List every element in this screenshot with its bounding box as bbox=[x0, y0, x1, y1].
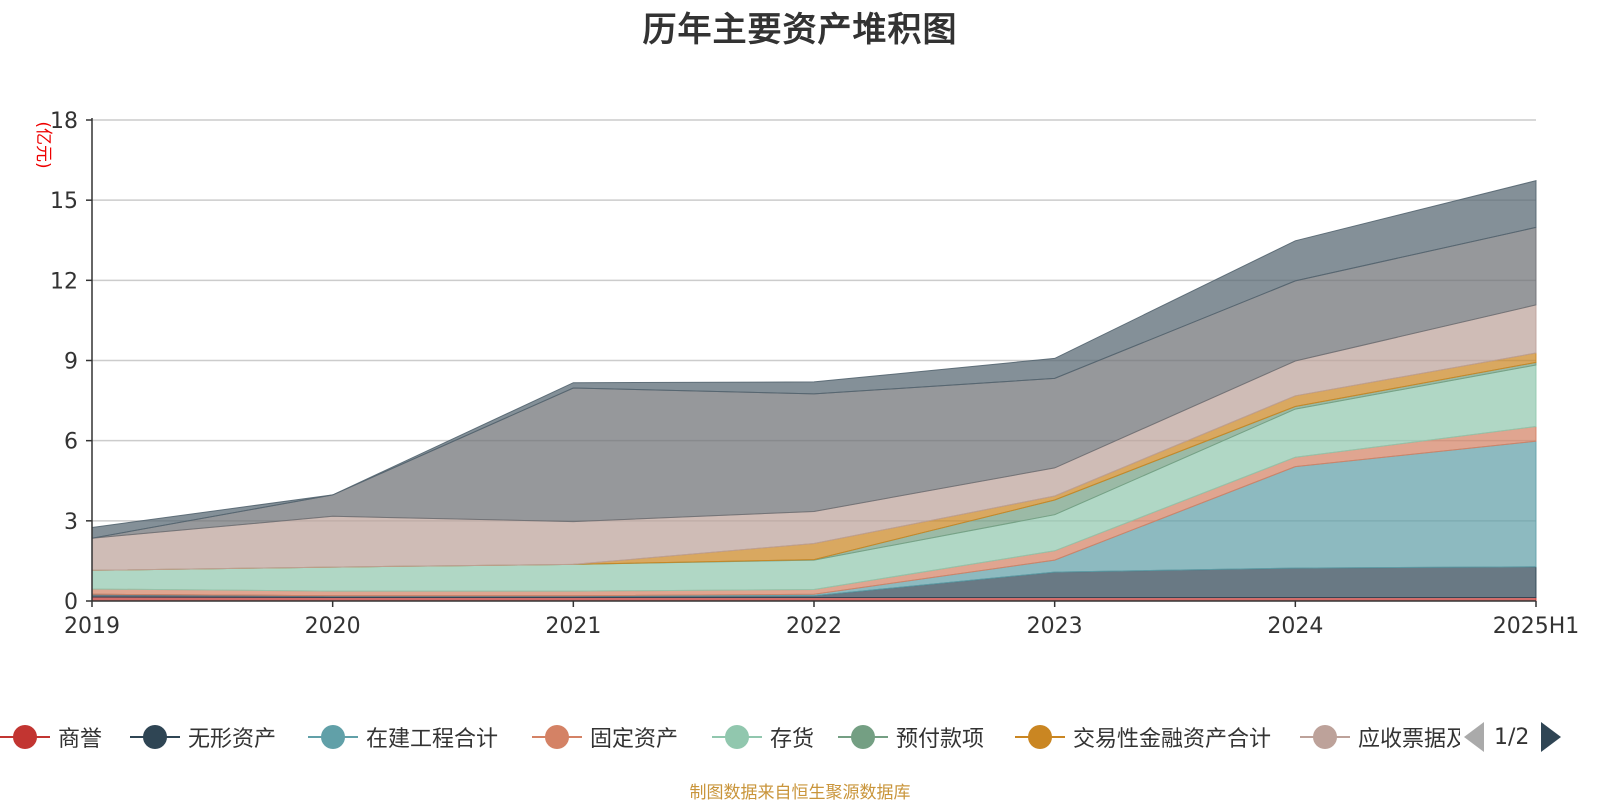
area-其他[interactable] bbox=[91, 180, 1537, 539]
x-tick-label: 2023 bbox=[1027, 614, 1083, 639]
legend-pager: 1/2 bbox=[1464, 718, 1562, 756]
source-note: 制图数据来自恒生聚源数据库 bbox=[689, 783, 911, 803]
y-tick-label: 3 bbox=[64, 510, 78, 535]
x-tick-label: 2024 bbox=[1267, 614, 1323, 639]
legend-label: 在建工程合计 bbox=[366, 727, 499, 752]
legend-label: 无形资产 bbox=[188, 727, 277, 752]
legend-item[interactable]: 商誉 bbox=[0, 718, 102, 756]
legend-item[interactable]: 预付款项 bbox=[838, 718, 984, 756]
legend-label: 存货 bbox=[770, 727, 815, 752]
legend-marker bbox=[712, 725, 762, 749]
y-tick-label: 0 bbox=[64, 590, 78, 615]
legend-label: 交易性金融资产合计 bbox=[1073, 727, 1272, 752]
legend-label: 固定资产 bbox=[590, 727, 679, 752]
x-tick-label: 2020 bbox=[305, 614, 361, 639]
legend-marker bbox=[308, 725, 358, 749]
y-tick-label: 9 bbox=[64, 350, 78, 375]
legend-marker bbox=[1300, 725, 1350, 749]
legend-label: 商誉 bbox=[58, 727, 103, 752]
legend-marker bbox=[838, 725, 888, 749]
legend-marker bbox=[1015, 725, 1065, 749]
x-tick-label: 2021 bbox=[545, 614, 601, 639]
y-tick-label: 12 bbox=[50, 269, 78, 294]
chart-plot: 0 3 6 9 12 15 18 2019 2020 2021 2022 2023 2024 2025H1… bbox=[33, 109, 1579, 639]
legend-item[interactable]: 存货 bbox=[712, 718, 814, 756]
legend-marker bbox=[532, 725, 582, 749]
legend-label: 预付款项 bbox=[896, 727, 985, 752]
x-tick-label: 2019 bbox=[64, 614, 120, 639]
legend-item[interactable]: 在建工程合计 bbox=[308, 718, 498, 756]
legend: 商誉 无形资产 在建工程合计 固定资产 存货 预付款项 交易性金融资产合计 应收票据及 1/… bbox=[0, 718, 1600, 756]
x-tick-label: 2025H1 bbox=[1493, 614, 1580, 639]
y-tick-label: 15 bbox=[50, 189, 78, 214]
y-axis-unit-label: (亿元) bbox=[33, 121, 53, 168]
legend-page-indicator: 1/2 bbox=[1494, 724, 1530, 750]
legend-next-page-icon[interactable] bbox=[1541, 722, 1562, 752]
legend-marker bbox=[0, 725, 50, 749]
legend-prev-page-icon[interactable] bbox=[1464, 722, 1484, 752]
legend-item[interactable]: 交易性金融资产合计 bbox=[1015, 718, 1271, 756]
y-tick-label: 6 bbox=[64, 430, 78, 455]
area-series bbox=[91, 180, 1537, 602]
legend-label: 应收票据及 bbox=[1358, 727, 1460, 752]
x-tick-label: 2022 bbox=[786, 614, 842, 639]
y-tick-label: 18 bbox=[50, 109, 78, 134]
legend-item[interactable]: 无形资产 bbox=[130, 718, 276, 756]
axes: 0 3 6 9 12 15 18 2019 2020 2021 2022 2023 2024 2025H1 bbox=[50, 109, 1579, 639]
chart-title: 历年主要资产堆积图 bbox=[642, 10, 958, 50]
legend-item-clipped[interactable]: 应收票据及 bbox=[1300, 718, 1460, 756]
legend-item[interactable]: 固定资产 bbox=[532, 718, 678, 756]
legend-marker bbox=[130, 725, 180, 749]
